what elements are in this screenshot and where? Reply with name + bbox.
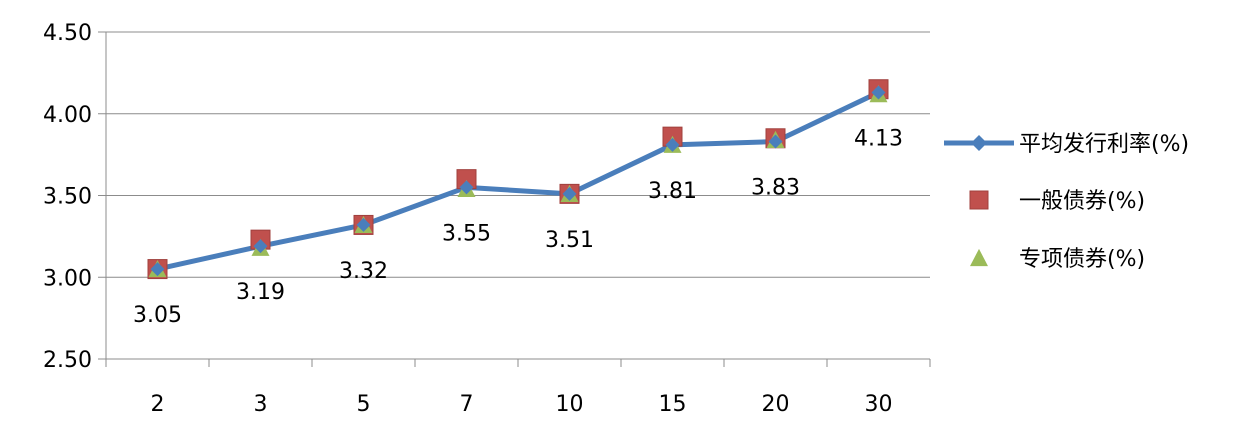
x-tick-label: 5 bbox=[357, 392, 371, 417]
legend-label: 专项债券(%) bbox=[1019, 247, 1145, 272]
y-tick-label: 4.00 bbox=[43, 103, 92, 128]
data-label: 3.05 bbox=[133, 303, 182, 328]
point-average-rate bbox=[356, 217, 371, 232]
point-average-rate bbox=[459, 180, 474, 195]
gridlines bbox=[106, 31, 930, 278]
x-tick-label: 15 bbox=[659, 392, 687, 417]
legend-marker-general-bond bbox=[969, 190, 989, 210]
point-average-rate bbox=[768, 134, 783, 149]
x-tick-label: 2 bbox=[151, 392, 165, 417]
legend-marker-average-rate bbox=[971, 135, 987, 151]
legend-label: 一般债券(%) bbox=[1019, 189, 1145, 214]
data-label: 3.51 bbox=[545, 228, 594, 253]
x-tick-label: 7 bbox=[460, 392, 474, 417]
legend-label: 平均发行利率(%) bbox=[1019, 132, 1189, 157]
point-average-rate bbox=[253, 239, 268, 254]
data-label: 3.55 bbox=[442, 221, 491, 246]
x-tick-label: 10 bbox=[556, 392, 584, 417]
series-line-average-rate bbox=[156, 90, 880, 272]
y-axis-ticks: 2.50 3.00 3.50 4.00 4.50 bbox=[43, 21, 92, 373]
data-label: 3.83 bbox=[751, 176, 800, 201]
legend-marker-special-bond bbox=[970, 248, 988, 267]
legend: 平均发行利率(%) 一般债券(%) 专项债券(%) bbox=[944, 132, 1189, 272]
x-tick-label: 20 bbox=[762, 392, 790, 417]
x-tick-label: 30 bbox=[865, 392, 893, 417]
data-labels: 3.05 3.19 3.32 3.55 3.51 3.81 3.83 4.13 bbox=[133, 126, 903, 328]
data-label: 3.19 bbox=[236, 280, 285, 305]
y-tick-label: 3.50 bbox=[43, 185, 92, 210]
point-average-rate bbox=[665, 137, 680, 152]
point-average-rate bbox=[150, 262, 165, 277]
y-tick-label: 4.50 bbox=[43, 21, 92, 46]
data-label: 4.13 bbox=[854, 126, 903, 151]
data-label: 3.32 bbox=[339, 259, 388, 284]
data-label: 3.81 bbox=[648, 179, 697, 204]
x-tick-label: 3 bbox=[254, 392, 268, 417]
point-average-rate bbox=[562, 186, 577, 201]
y-tick-label: 3.00 bbox=[43, 266, 92, 291]
y-tick-label: 2.50 bbox=[43, 348, 92, 373]
axes bbox=[98, 31, 931, 367]
point-average-rate bbox=[871, 85, 886, 100]
x-axis-ticks: 2 3 5 7 10 15 20 30 bbox=[151, 392, 893, 417]
series-group bbox=[147, 79, 889, 280]
